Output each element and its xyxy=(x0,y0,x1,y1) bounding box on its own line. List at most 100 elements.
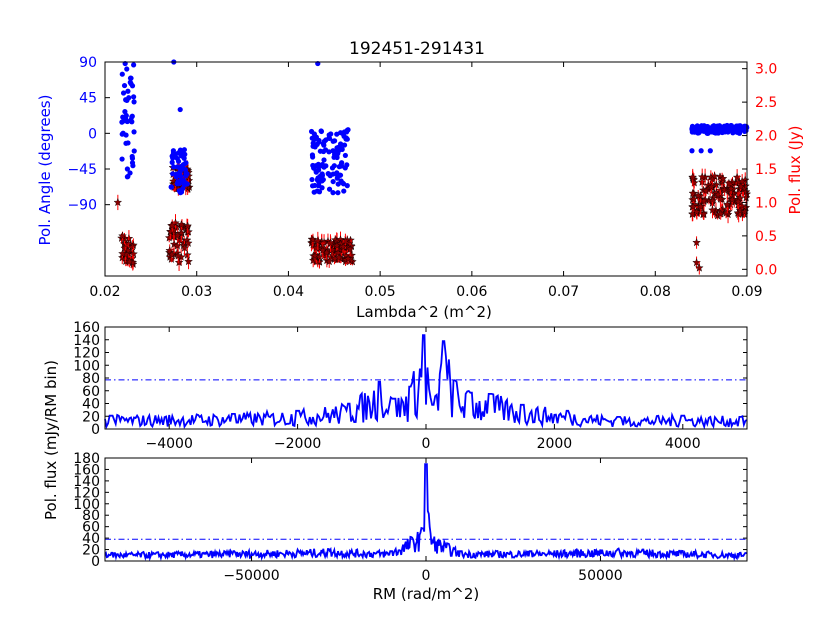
flux-point xyxy=(689,194,699,203)
flux-point xyxy=(345,244,355,253)
flux-point xyxy=(165,246,175,255)
p2-x-ticks: −4000 −2000 0 2000 4000 xyxy=(146,327,701,452)
angle-point xyxy=(124,97,130,104)
flux-point xyxy=(724,178,734,188)
x-tick-label: −50000 xyxy=(223,568,279,584)
angle-point xyxy=(694,123,700,129)
flux-point xyxy=(692,257,701,267)
angle-point xyxy=(313,134,319,140)
y-tick-label: 60 xyxy=(82,520,100,536)
flux-point xyxy=(334,252,344,262)
angle-point xyxy=(317,148,323,154)
angle-point xyxy=(316,164,322,170)
angle-point xyxy=(181,155,187,161)
angle-point xyxy=(330,138,336,144)
p1-left-ticks: 90 45 0 −45 −90 xyxy=(67,55,110,214)
flux-point xyxy=(693,191,703,200)
angle-point xyxy=(705,125,711,132)
angle-point xyxy=(319,171,325,177)
p1-x-tick-label: 0.03 xyxy=(181,284,212,300)
p1-left-axis-label: Pol. Angle (degrees) xyxy=(36,95,54,246)
y-tick-label: 20 xyxy=(82,543,100,559)
flux-point xyxy=(173,251,183,260)
flux-point xyxy=(183,221,193,230)
flux-point xyxy=(176,229,186,238)
flux-point xyxy=(313,236,323,245)
angle-point xyxy=(173,174,179,180)
y-tick-label: 20 xyxy=(82,409,100,425)
angle-point xyxy=(340,180,346,186)
angle-point xyxy=(334,170,340,176)
angle-point xyxy=(310,154,316,160)
flux-point xyxy=(720,185,729,194)
angle-point xyxy=(119,156,125,162)
p1-right-tick-label: 3.0 xyxy=(755,62,777,78)
flux-point xyxy=(113,197,123,207)
flux-point xyxy=(737,201,747,210)
y-tick-label: 120 xyxy=(73,485,100,501)
flux-point xyxy=(318,245,328,255)
flux-point xyxy=(310,251,320,260)
angle-point xyxy=(314,141,320,147)
flux-point xyxy=(118,231,127,240)
flux-point xyxy=(167,220,177,230)
flux-point xyxy=(733,197,743,206)
y-tick-label: 80 xyxy=(82,371,100,387)
angle-point xyxy=(181,147,187,153)
p1-left-tick-label: 0 xyxy=(88,126,97,142)
angle-point xyxy=(341,142,348,148)
angle-point xyxy=(326,135,332,141)
angle-point xyxy=(328,131,334,137)
p2-marks xyxy=(104,334,748,430)
angle-point xyxy=(331,163,337,169)
flux-point xyxy=(172,241,182,250)
flux-point xyxy=(722,199,732,209)
flux-point xyxy=(175,235,185,244)
flux-point xyxy=(735,193,745,202)
p3-x-axis-label: RM (rad/m^2) xyxy=(373,585,480,603)
flux-point xyxy=(726,184,736,193)
angle-point xyxy=(320,163,326,170)
y-tick-label: 80 xyxy=(82,508,100,524)
flux-point xyxy=(324,256,334,266)
flux-point xyxy=(173,231,183,240)
y-tick-label: 0 xyxy=(91,554,100,570)
angle-point xyxy=(339,160,345,166)
angle-point xyxy=(318,128,324,134)
p1-right-ticks: 0.0 0.5 1.0 1.5 2.0 2.5 3.0 xyxy=(742,62,777,278)
p1-x-tick-label: 0.07 xyxy=(548,284,579,300)
flux-point xyxy=(311,243,321,252)
angle-point xyxy=(131,94,137,100)
x-tick-label: −2000 xyxy=(274,436,321,452)
angle-point xyxy=(128,75,134,81)
y-tick-label: 100 xyxy=(73,358,100,374)
flux-point xyxy=(338,242,348,251)
angle-point xyxy=(320,141,326,147)
angle-point xyxy=(124,166,130,172)
x-tick-label: 0 xyxy=(422,436,431,452)
angle-point xyxy=(334,154,340,161)
flux-point xyxy=(184,256,193,266)
flux-point xyxy=(118,249,127,258)
chart-title: 192451-291431 xyxy=(349,39,485,59)
y-tick-label: 0 xyxy=(91,422,100,438)
angle-point xyxy=(319,185,325,191)
flux-point xyxy=(167,249,177,259)
flux-point xyxy=(125,257,134,266)
p1-x-axis-label: Lambda^2 (m^2) xyxy=(356,303,492,321)
flux-point xyxy=(332,241,342,250)
flux-point xyxy=(716,194,725,203)
p1-left-tick-label: −90 xyxy=(67,198,97,214)
p1-left-tick-label: 90 xyxy=(79,55,97,71)
angle-point xyxy=(171,164,177,170)
angle-point xyxy=(326,186,333,192)
panel-lambda-sq: 192451-291431 0.02 0.03 0.04 0.05 0.06 0.07 0.… xyxy=(36,39,804,321)
p1-right-tick-label: 2.5 xyxy=(755,95,777,111)
flux-point xyxy=(177,222,187,232)
flux-point xyxy=(708,205,717,214)
flux-point xyxy=(174,257,184,267)
angle-point xyxy=(131,148,137,154)
angle-point xyxy=(314,188,320,194)
angle-point xyxy=(131,99,137,105)
